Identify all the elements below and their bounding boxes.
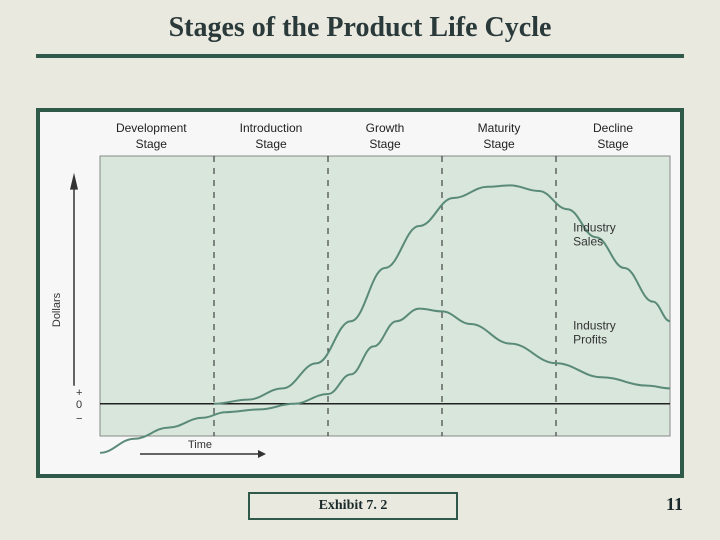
stage-label: Stage	[255, 137, 287, 151]
page-number: 11	[666, 494, 683, 515]
slide-title: Stages of the Product Life Cycle	[0, 0, 720, 44]
y-tick-plus: +	[76, 387, 82, 399]
profits-label: Profits	[573, 333, 607, 347]
stage-label: Development	[116, 121, 187, 135]
stage-label: Stage	[136, 137, 168, 151]
exhibit-label: Exhibit 7. 2	[319, 498, 388, 513]
x-axis-arrowhead	[258, 450, 266, 458]
stage-label: Maturity	[478, 121, 521, 135]
x-axis-label: Time	[188, 439, 212, 451]
title-underline-rule	[36, 54, 684, 58]
y-axis-arrowhead	[70, 173, 78, 190]
stage-label: Decline	[593, 121, 633, 135]
stage-label: Stage	[369, 137, 401, 151]
plc-chart: Development Stage Introduction Stage Growth S…	[40, 112, 680, 474]
stage-label: Introduction	[240, 121, 303, 135]
profits-label: Industry	[573, 319, 616, 333]
exhibit-label-box: Exhibit 7. 2	[248, 492, 458, 520]
stage-label: Growth	[366, 121, 405, 135]
y-tick-minus: −	[76, 413, 82, 425]
sales-label: Sales	[573, 235, 603, 249]
plot-area	[100, 156, 670, 436]
y-tick-zero: 0	[76, 399, 82, 411]
chart-frame: Development Stage Introduction Stage Growth S…	[36, 108, 684, 478]
y-axis-label: Dollars	[51, 292, 63, 327]
sales-label: Industry	[573, 221, 616, 235]
stage-label: Stage	[597, 137, 629, 151]
stage-label: Stage	[483, 137, 515, 151]
